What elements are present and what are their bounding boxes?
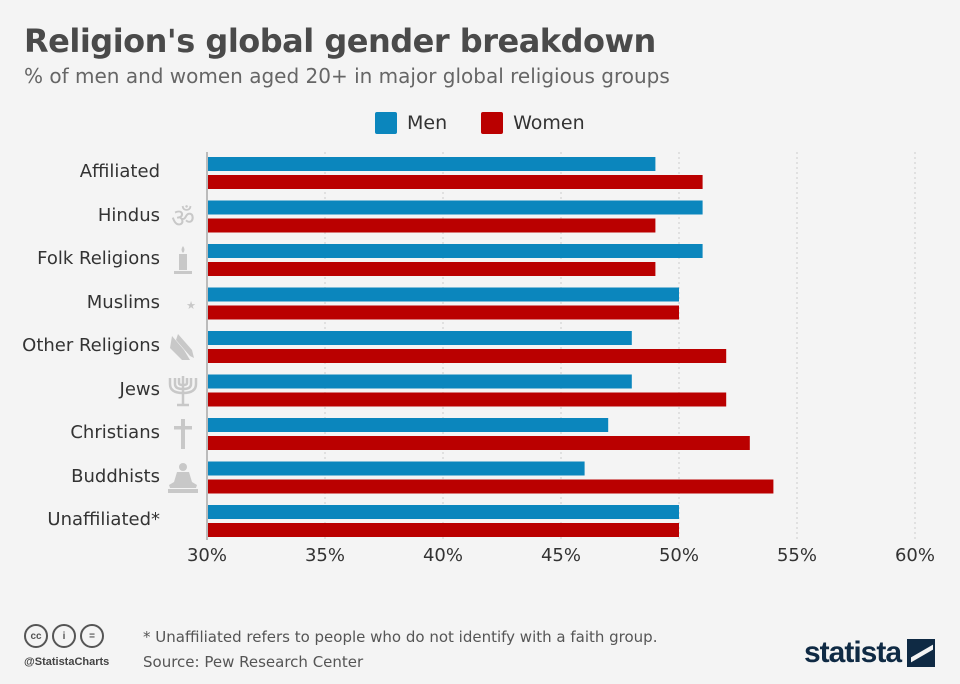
bar-men — [207, 157, 656, 171]
x-tick-label: 55% — [777, 545, 817, 566]
bar-men — [207, 331, 632, 345]
legend-label-women: Women — [513, 112, 585, 134]
legend-item-women: Women — [481, 112, 585, 134]
svg-text:★: ★ — [186, 300, 196, 312]
category-label: Folk Religions — [37, 248, 160, 269]
x-tick-label: 40% — [423, 545, 463, 566]
x-tick-label: 50% — [659, 545, 699, 566]
no-derivatives-icon: = — [80, 624, 104, 648]
license-icons: cc i = — [24, 624, 104, 648]
legend-swatch-women — [481, 112, 504, 134]
category-label: Muslims — [86, 291, 160, 313]
bar-chart: 30% 35% 40% 45% 50% 55% 60% — [187, 152, 935, 566]
bar-men — [207, 200, 703, 215]
bar-men — [207, 244, 703, 258]
cc-icon: cc — [24, 624, 48, 648]
category-label: Buddhists — [71, 465, 160, 487]
bar-women — [207, 436, 750, 450]
chart-subtitle: % of men and women aged 20+ in major glo… — [24, 64, 670, 88]
legend-item-men: Men — [375, 112, 447, 134]
x-tick-label: 35% — [305, 545, 345, 566]
bar-men — [207, 418, 609, 432]
bar-men — [207, 505, 679, 519]
category-label: Other Religions — [22, 335, 160, 356]
bar-women — [207, 392, 727, 407]
footnote: * Unaffiliated refers to people who do n… — [143, 628, 658, 646]
bar-women — [207, 175, 703, 189]
bar-men — [207, 374, 632, 389]
category-label: Affiliated — [79, 161, 160, 182]
praying-hands-icon — [170, 334, 194, 360]
logo-text: statista — [804, 636, 902, 669]
bar-women — [207, 262, 656, 276]
source: Source: Pew Research Center — [143, 653, 364, 671]
bar-men — [207, 461, 585, 476]
twitter-handle: @StatistaCharts — [24, 656, 110, 668]
x-tick-label: 45% — [541, 545, 581, 566]
bar-women — [207, 305, 679, 320]
meditation-icon — [168, 462, 198, 493]
chart-title: Religion's global gender breakdown — [24, 22, 656, 60]
candle-icon — [174, 246, 192, 274]
x-tick-label: 60% — [895, 545, 935, 566]
statista-logo: statista — [804, 636, 936, 670]
bar-women — [207, 218, 656, 233]
legend-swatch-men — [375, 112, 397, 134]
bar-women — [207, 349, 727, 363]
category-label: Jews — [119, 378, 160, 400]
menorah-icon — [168, 375, 198, 406]
legend: Men Women — [375, 112, 619, 134]
bar-women — [207, 479, 774, 494]
attribution-icon: i — [52, 624, 76, 648]
crescent-star-icon: ★ — [174, 291, 196, 316]
legend-label-men: Men — [407, 112, 448, 134]
category-label: Hindus — [97, 204, 160, 226]
cross-icon — [174, 419, 192, 449]
svg-text:ॐ: ॐ — [171, 204, 195, 234]
om-icon: ॐ — [171, 204, 195, 234]
bar-women — [207, 523, 679, 537]
bar-men — [207, 287, 679, 302]
statista-logo-mark — [907, 639, 936, 667]
category-label: Christians — [70, 422, 160, 443]
x-tick-label: 30% — [187, 545, 227, 566]
category-label: Unaffiliated* — [47, 509, 160, 530]
